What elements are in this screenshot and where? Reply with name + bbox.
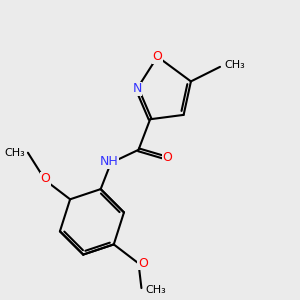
Text: O: O — [138, 257, 148, 270]
Text: O: O — [163, 151, 172, 164]
Text: CH₃: CH₃ — [224, 60, 245, 70]
Text: O: O — [152, 50, 162, 63]
Text: CH₃: CH₃ — [4, 148, 25, 158]
Text: O: O — [40, 172, 50, 185]
Text: NH: NH — [100, 155, 119, 168]
Text: N: N — [132, 82, 142, 95]
Text: CH₃: CH₃ — [146, 284, 166, 295]
